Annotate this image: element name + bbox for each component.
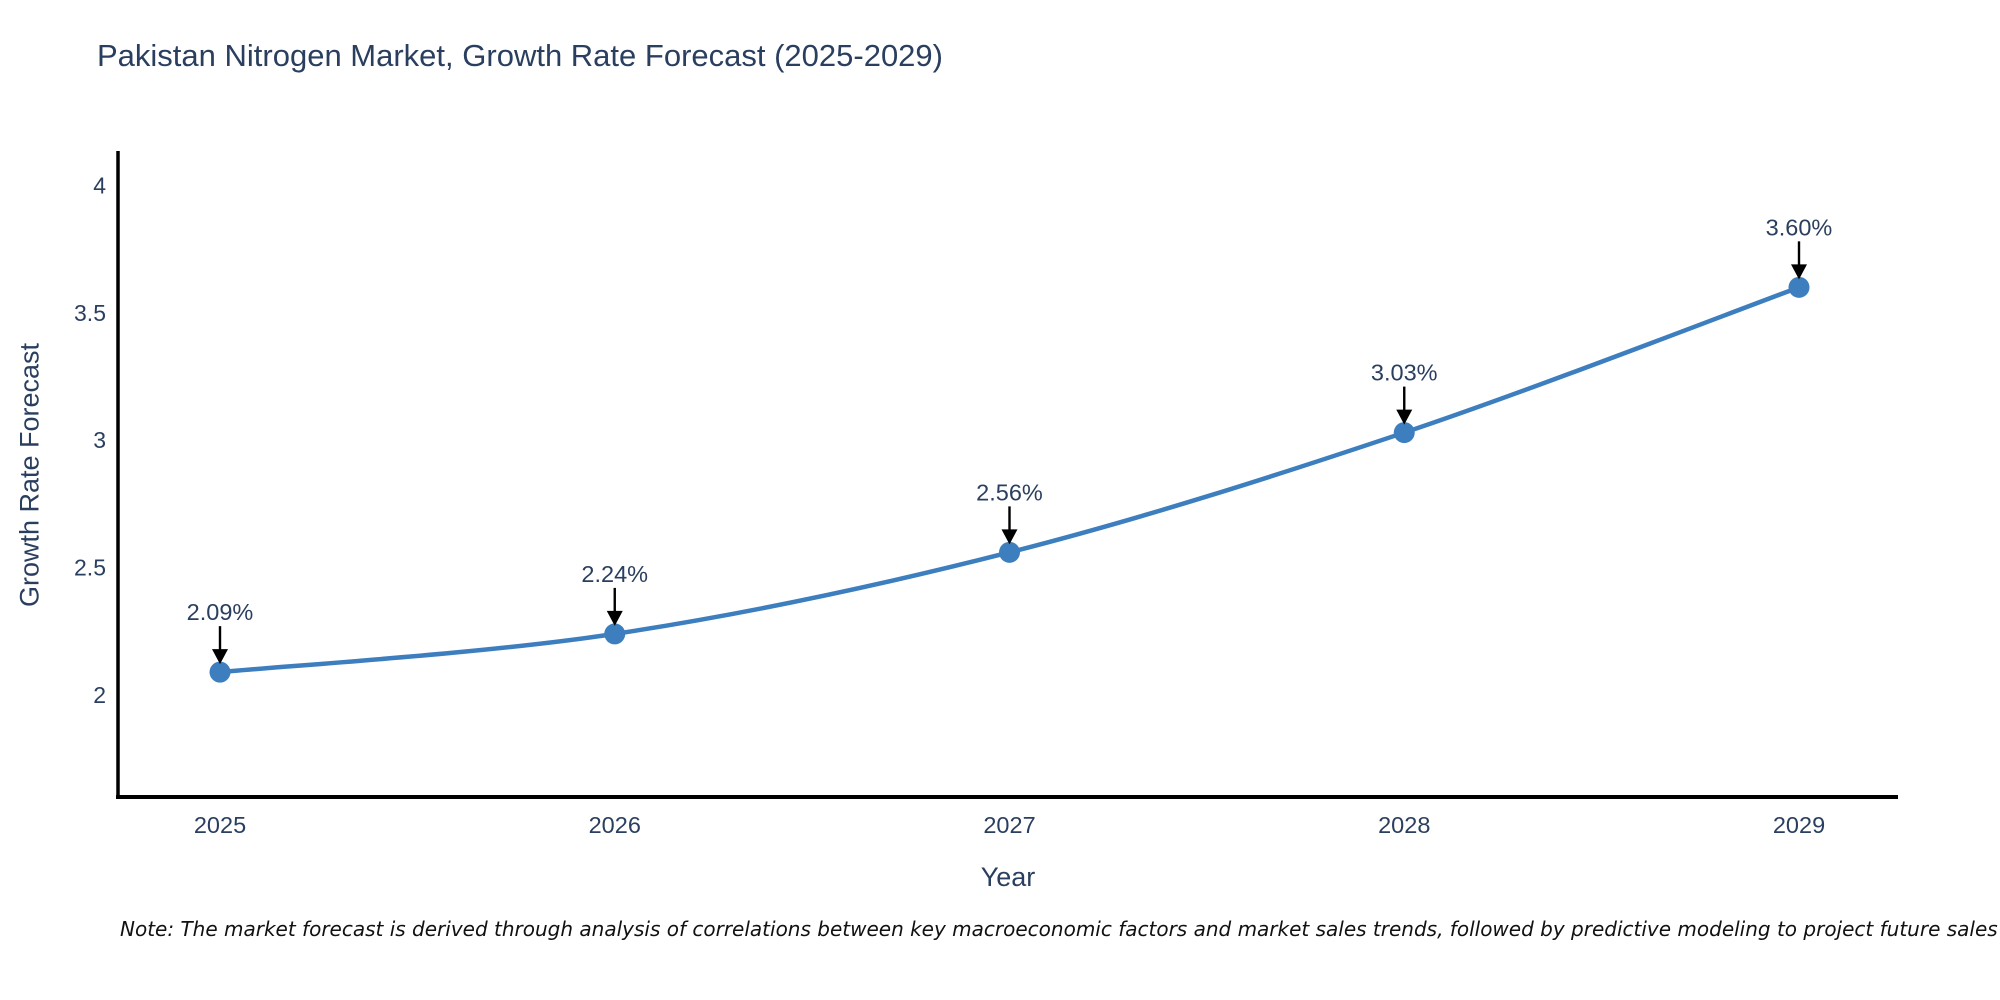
data-point-2025[interactable]	[209, 661, 231, 683]
x-tick-label: 2026	[589, 812, 641, 838]
y-tick-label: 3.5	[74, 300, 106, 326]
point-value-label: 2.09%	[187, 599, 254, 625]
annotation-arrowhead-icon	[1791, 264, 1807, 280]
data-point-2029[interactable]	[1788, 276, 1810, 298]
x-tick-label: 2028	[1378, 812, 1430, 838]
x-tick-label: 2025	[194, 812, 246, 838]
y-tick-label: 2.5	[74, 555, 106, 581]
x-axis-title: Year	[980, 862, 1036, 892]
x-tick-label: 2029	[1773, 812, 1825, 838]
point-value-label: 2.24%	[581, 561, 648, 587]
annotation-arrowhead-icon	[1396, 409, 1413, 425]
chart-footnote: Note: The market forecast is derived thr…	[120, 917, 1998, 941]
x-tick-label: 2027	[983, 812, 1035, 838]
annotation-arrowhead-icon	[1001, 529, 1018, 545]
data-point-2027[interactable]	[999, 541, 1020, 563]
y-tick-label: 3	[93, 427, 106, 453]
annotation-arrowhead-icon	[212, 649, 228, 665]
point-value-label: 2.56%	[976, 479, 1043, 505]
y-tick-label: 4	[93, 172, 106, 198]
y-tick-label: 2	[93, 682, 106, 708]
point-value-label: 3.60%	[1766, 214, 1833, 240]
chart-title: Pakistan Nitrogen Market, Growth Rate Fo…	[97, 38, 943, 73]
data-point-2028[interactable]	[1393, 422, 1415, 444]
data-point-2026[interactable]	[604, 623, 626, 645]
point-value-label: 3.03%	[1371, 360, 1438, 386]
annotation-arrowhead-icon	[606, 610, 623, 626]
